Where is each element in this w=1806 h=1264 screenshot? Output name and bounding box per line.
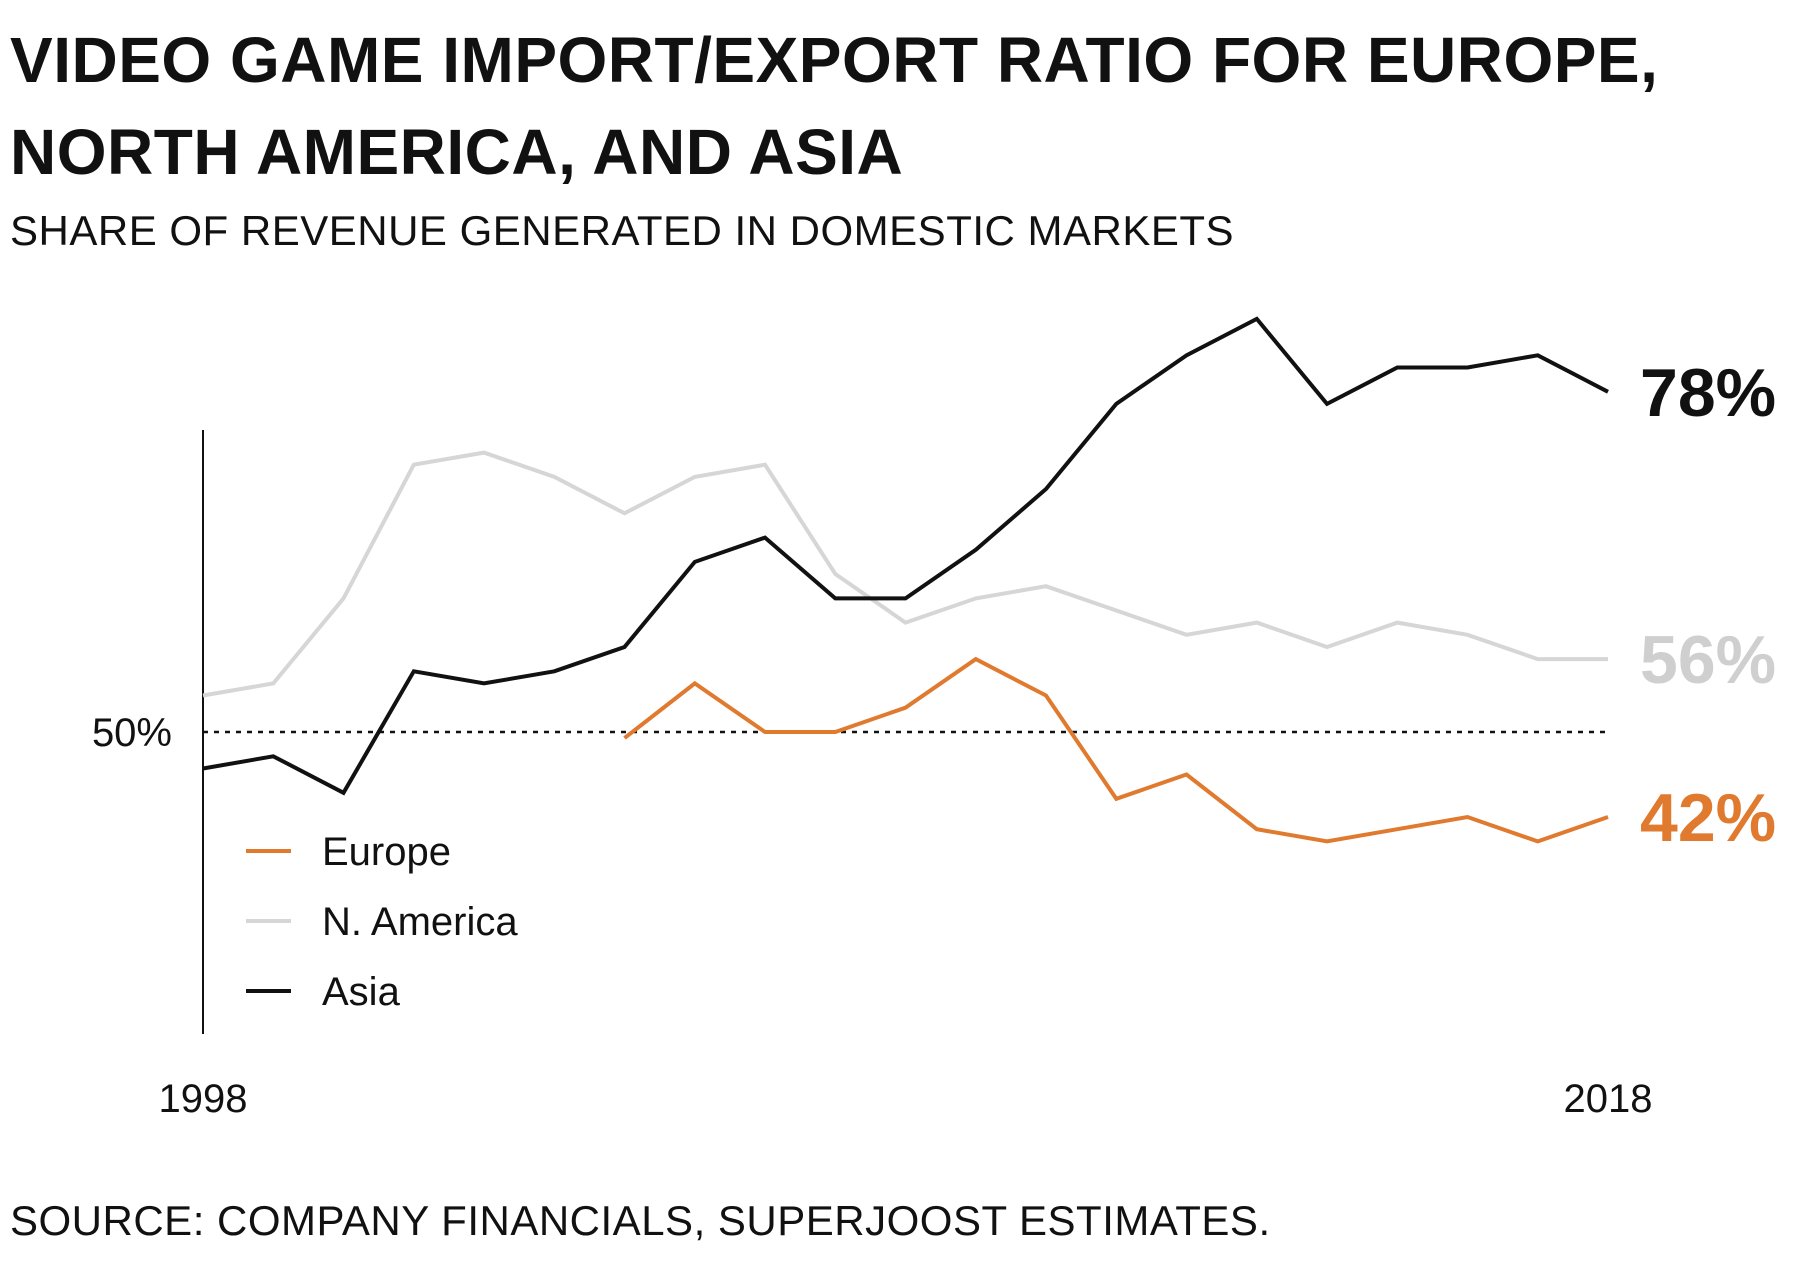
x-tick-labels: 1998 2018 (159, 1077, 1653, 1121)
end-label-europe: 42% (1640, 780, 1776, 856)
source-note: SOURCE: COMPANY FINANCIALS, SUPERJOOST E… (10, 1197, 1271, 1244)
end-label-n-america: 56% (1640, 622, 1776, 698)
legend-label: N. America (322, 900, 518, 944)
legend-label: Europe (322, 830, 451, 874)
end-labels: 56% 78% 42% (1640, 355, 1776, 856)
x-tick-label: 2018 (1564, 1077, 1653, 1121)
x-tick-label: 1998 (159, 1077, 248, 1121)
series-layer (202, 316, 1609, 844)
series-line-asia (202, 316, 1609, 796)
series-line-europe (623, 656, 1609, 844)
legend-label: Asia (322, 970, 401, 1014)
chart-title: VIDEO GAME IMPORT/EXPORT RATIO FOR EUROP… (10, 24, 1659, 188)
end-label-asia: 78% (1640, 355, 1776, 431)
reference-label: 50% (92, 711, 172, 755)
legend: Europe N. America Asia (246, 830, 518, 1014)
chart-subtitle: SHARE OF REVENUE GENERATED IN DOMESTIC M… (10, 207, 1235, 254)
series-line-n-america (202, 450, 1608, 698)
